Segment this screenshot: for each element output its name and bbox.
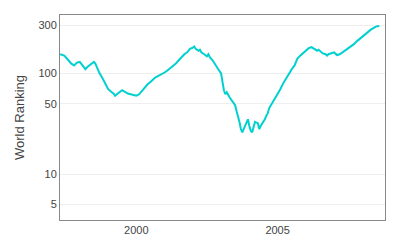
svg-text:World Ranking: World Ranking [12, 75, 27, 160]
svg-text:100: 100 [38, 67, 56, 79]
svg-text:50: 50 [45, 98, 57, 110]
svg-text:2000: 2000 [124, 224, 148, 236]
svg-text:10: 10 [45, 168, 57, 180]
svg-text:300: 300 [38, 19, 56, 31]
svg-text:5: 5 [51, 198, 57, 210]
svg-text:2005: 2005 [265, 224, 289, 236]
